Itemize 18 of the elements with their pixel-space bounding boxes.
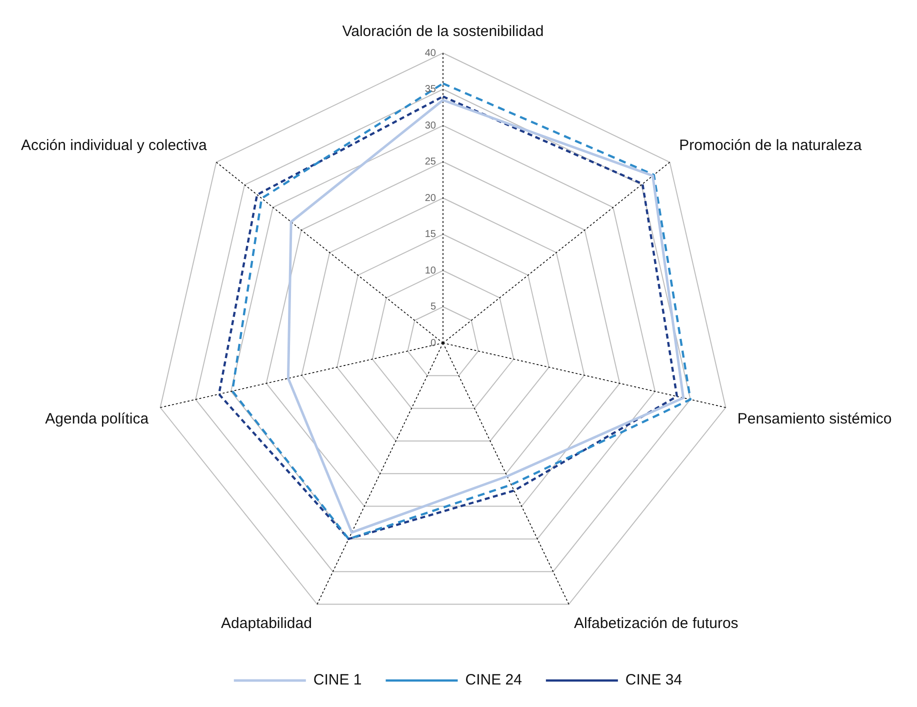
y-tick-label: 15 — [424, 229, 436, 240]
spoke-label: Promoción de la naturaleza — [679, 136, 862, 154]
spoke-label: Pensamiento sistémico — [737, 410, 892, 428]
legend-label: CINE 34 — [625, 672, 682, 689]
y-tick-label: 5 — [430, 302, 436, 312]
y-tick-label: 20 — [424, 192, 436, 204]
y-tick-label: 40 — [424, 48, 436, 59]
y-tick-label: 25 — [424, 156, 436, 168]
y-tick-label: 35 — [424, 84, 436, 95]
spoke-label: Adaptabilidad — [221, 615, 312, 632]
spoke-label: Agenda política — [45, 410, 150, 428]
spoke-label: Valoración de la sostenibilidad — [342, 23, 544, 40]
legend-label: CINE 24 — [465, 672, 522, 689]
y-tick-label: 30 — [424, 120, 436, 132]
legend-label: CINE 1 — [313, 672, 362, 689]
y-tick-label: 10 — [424, 265, 436, 276]
spoke-label: Alfabetización de futuros — [574, 615, 738, 632]
spoke-label: Acción individual y colectiva — [20, 136, 208, 154]
